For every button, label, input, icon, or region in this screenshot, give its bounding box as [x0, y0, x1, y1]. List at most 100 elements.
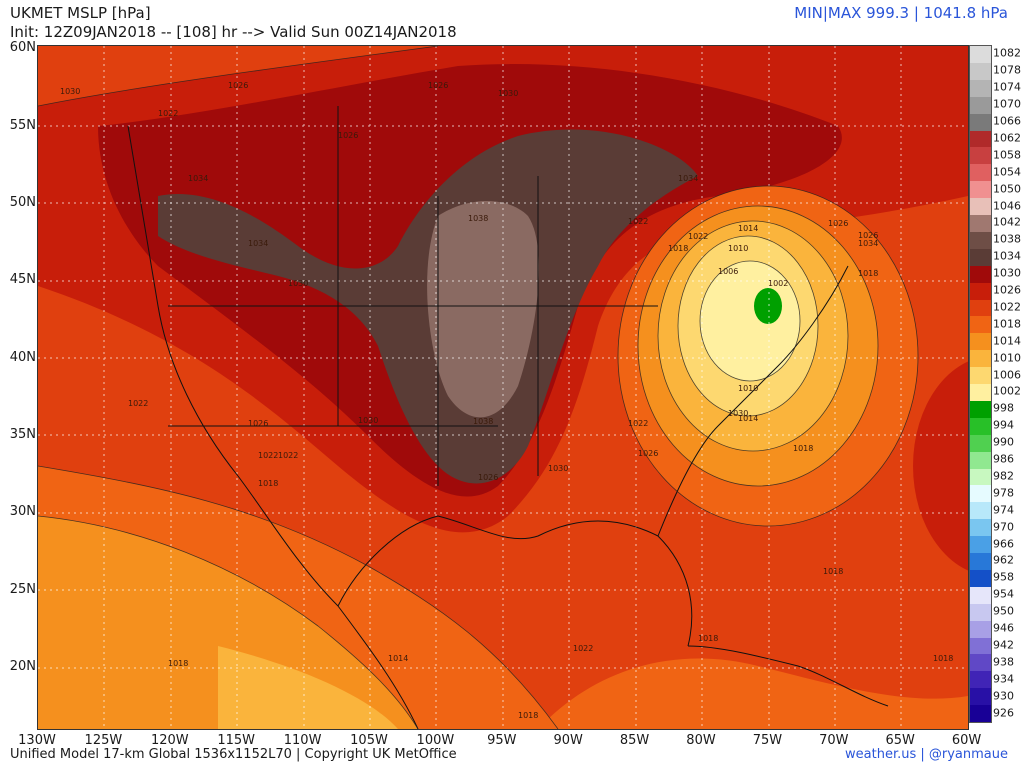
colorbar-label: 998: [993, 401, 1014, 415]
colorbar-label: 926: [993, 706, 1014, 720]
colorbar-label: 990: [993, 435, 1014, 449]
colorbar-label: 982: [993, 469, 1014, 483]
isobar-label: 1018: [168, 659, 188, 668]
colorbar-label: 986: [993, 452, 1014, 466]
latitude-label: 55N: [9, 118, 36, 133]
isobar-label: 1018: [698, 634, 718, 643]
colorbar-segment: [970, 350, 991, 368]
colorbar-segment: [970, 130, 991, 148]
latitude-label: 20N: [9, 659, 36, 674]
colorbar-segment: [970, 96, 991, 115]
colorbar-segment: [970, 248, 991, 267]
footer-credit: Unified Model 17-km Global 1536x1152L70 …: [10, 747, 457, 762]
isobar-label: 1014: [738, 224, 758, 233]
isobar-label: 1026: [338, 131, 358, 140]
field-1010-sw: [218, 646, 398, 729]
colorbar-label: 1078: [993, 63, 1021, 77]
latitude-label: 50N: [9, 195, 36, 210]
field-1014-sw: [38, 516, 418, 729]
field-1038-core: [427, 201, 539, 418]
colorbar-segment: [970, 147, 991, 165]
colorbar-label: 1074: [993, 80, 1021, 94]
field-998-low-center: [754, 288, 782, 324]
colorbar-label: 962: [993, 553, 1014, 567]
isobar-label: 1034: [188, 174, 208, 183]
isobar-label: 1002: [768, 279, 788, 288]
isobar-label: 1022: [258, 451, 278, 460]
colorbar-label: 1058: [993, 148, 1021, 162]
colorbar-segment: [970, 198, 991, 216]
isobar-label: 1034: [248, 239, 268, 248]
longitude-label: 95W: [487, 733, 517, 748]
isobar-label: 1018: [258, 479, 278, 488]
mslp-map: 1030 1026 1022 1026 1026 1030 1034 1038 1038 1034…: [37, 45, 969, 730]
colorbar-label: 966: [993, 537, 1014, 551]
longitude-label: 110W: [283, 733, 322, 748]
footer-source: weather.us | @ryanmaue: [845, 747, 1008, 762]
colorbar-label: 978: [993, 486, 1014, 500]
latitude-label: 25N: [9, 582, 36, 597]
colorbar-segment: [970, 502, 991, 520]
isobar-label: 1030: [358, 416, 378, 425]
colorbar: [969, 45, 992, 723]
colorbar-segment: [970, 637, 991, 655]
isobar-label: 1018: [518, 711, 538, 720]
isobar-label: 1022: [628, 217, 648, 226]
isobar-label: 1026: [478, 473, 498, 482]
longitude-label: 75W: [752, 733, 783, 748]
colorbar-label: 946: [993, 621, 1014, 635]
colorbar-label: 1018: [993, 317, 1021, 331]
isobar-label: 1018: [668, 244, 688, 253]
colorbar-segment: [970, 299, 991, 317]
isobar-label: 1014: [388, 654, 408, 663]
colorbar-label: 1002: [993, 384, 1021, 398]
colorbar-segment: [970, 603, 991, 622]
colorbar-label: 930: [993, 689, 1014, 703]
field-1018-se: [538, 658, 968, 729]
isobar-label: 1010: [728, 244, 748, 253]
isobar-label: 1038: [468, 214, 488, 223]
latitude-label: 35N: [9, 427, 36, 442]
colorbar-label: 1026: [993, 283, 1021, 297]
longitude-label: 105W: [350, 733, 388, 748]
isobar-label: 1030: [60, 87, 80, 96]
isobar-label: 1026: [638, 449, 658, 458]
colorbar-label: 1022: [993, 300, 1021, 314]
colorbar-segment: [970, 654, 991, 672]
isobar-label: 1026: [428, 81, 448, 90]
colorbar-label: 934: [993, 672, 1014, 686]
colorbar-label: 1038: [993, 232, 1021, 246]
colorbar-segment: [970, 113, 991, 131]
isobar-label: 1026: [248, 419, 268, 428]
chart-init-valid: Init: 12Z09JAN2018 -- [108] hr --> Valid…: [10, 23, 457, 41]
colorbar-label: 1030: [993, 266, 1021, 280]
isobar-label: 1030: [728, 409, 748, 418]
longitude-label: 65W: [885, 733, 915, 748]
longitude-label: 85W: [619, 733, 650, 748]
colorbar-segment: [970, 215, 991, 233]
isobar-label: 1030: [288, 279, 308, 288]
longitude-label: 80W: [686, 733, 716, 748]
colorbar-segment: [970, 468, 991, 486]
isobar-label: 1018: [933, 654, 953, 663]
latitude-label: 40N: [9, 350, 36, 365]
longitude-label: 60W: [951, 733, 982, 748]
colorbar-label: 1050: [993, 182, 1021, 196]
isobar-label: 1018: [823, 567, 843, 576]
colorbar-label: 1054: [993, 165, 1021, 179]
isobar-label: 1026: [858, 231, 878, 240]
colorbar-label: 970: [993, 520, 1014, 534]
colorbar-label: 1034: [993, 249, 1021, 263]
colorbar-segment: [970, 79, 991, 98]
colorbar-label: 1082: [993, 46, 1021, 60]
colorbar-segment: [970, 705, 991, 723]
longitude-label: 100W: [416, 733, 455, 748]
colorbar-segment: [970, 451, 991, 469]
colorbar-segment: [970, 519, 991, 537]
colorbar-segment: [970, 434, 991, 453]
isobar-label: 1022: [128, 399, 148, 408]
colorbar-segment: [970, 265, 991, 284]
colorbar-segment: [970, 367, 991, 385]
colorbar-label: 1042: [993, 215, 1021, 229]
colorbar-label: 958: [993, 570, 1014, 584]
